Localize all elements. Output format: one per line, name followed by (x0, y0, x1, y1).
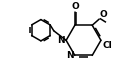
Text: Cl: Cl (102, 41, 112, 50)
Text: N: N (66, 51, 74, 60)
Text: N: N (57, 36, 65, 45)
Text: O: O (71, 2, 79, 11)
Text: O: O (100, 10, 107, 19)
